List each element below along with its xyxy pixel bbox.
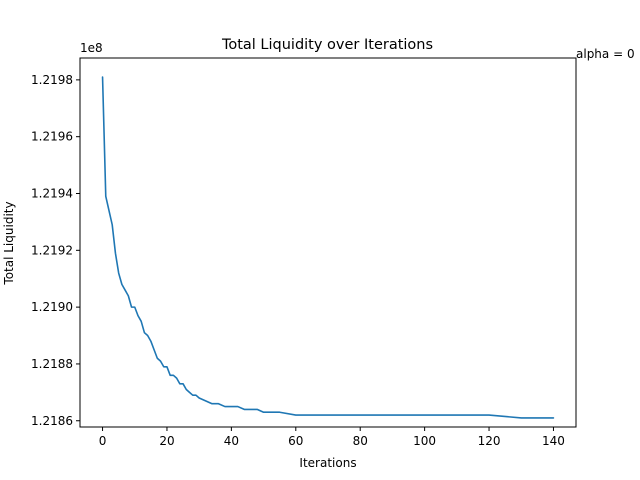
x-tick-label: 60: [288, 434, 303, 448]
x-tick-label: 0: [99, 434, 107, 448]
y-offset-label: 1e8: [80, 41, 103, 55]
y-tick-label: 1.2198: [31, 73, 73, 87]
y-tick-label: 1.2194: [31, 186, 73, 200]
series-line: [101, 76, 555, 419]
x-tick-label: 80: [353, 434, 368, 448]
x-tick-label: 20: [159, 434, 174, 448]
x-tick-label: 140: [542, 434, 565, 448]
y-tick-label: 1.2192: [31, 243, 73, 257]
x-tick-label: 100: [413, 434, 436, 448]
x-axis-label: Iterations: [299, 456, 356, 470]
y-axis-ticks: 1.2186 1.2188 1.2190 1.2192 1.2194 1.2196 1.21…: [31, 73, 80, 428]
plot-area-frame: [79, 57, 577, 428]
y-tick-label: 1.2186: [31, 414, 73, 428]
y-tick-label: 1.2190: [31, 300, 73, 314]
x-tick-label: 120: [478, 434, 501, 448]
x-axis-ticks: 0 20 40 60 80 100 120 140: [99, 427, 565, 448]
chart-title: Total Liquidity over Iterations: [221, 37, 433, 53]
y-tick-label: 1.2188: [31, 357, 73, 371]
y-tick-label: 1.2196: [31, 130, 73, 144]
annotation-text: alpha = 0: [576, 47, 635, 61]
y-axis-label: Total Liquidity: [2, 201, 16, 285]
plot-series: [101, 76, 555, 419]
x-tick-label: 40: [224, 434, 239, 448]
